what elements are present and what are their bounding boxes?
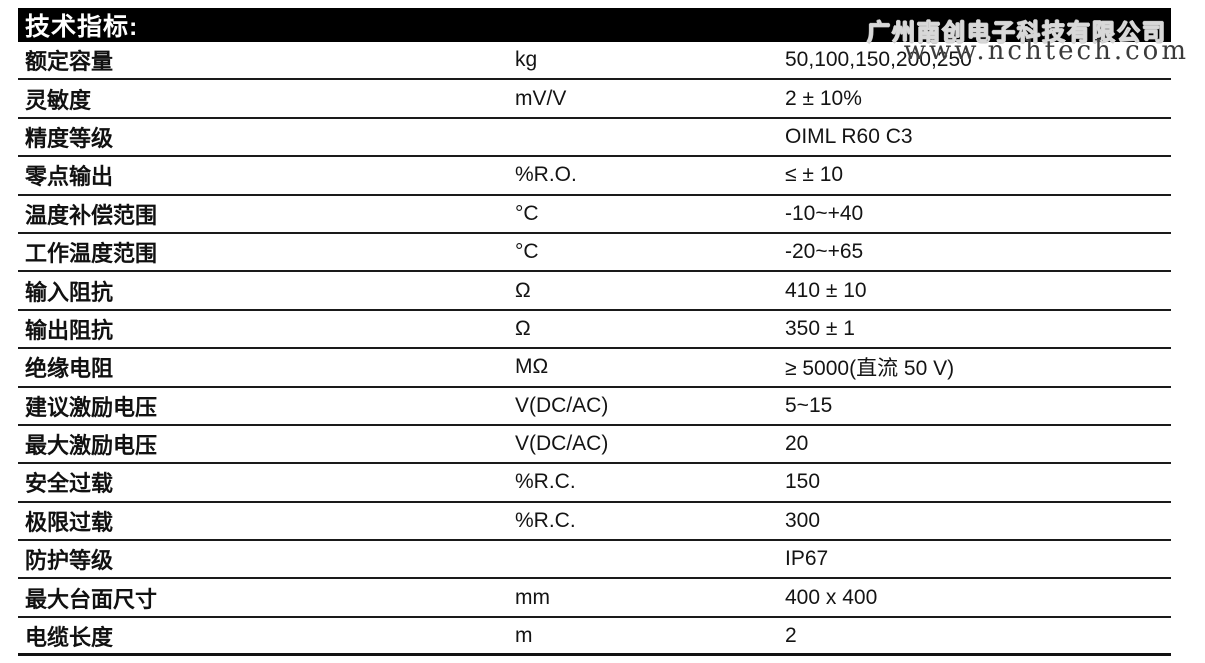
param-name-cell: 精度等级 (25, 125, 114, 151)
table-row: 极限过载 %R.C. 300 (18, 503, 1171, 542)
table-row: 电缆长度 m 2 (18, 618, 1171, 657)
value-cell: 410 ± 10 (785, 278, 867, 302)
table-row: 最大激励电压 V(DC/AC) 20 (18, 426, 1171, 465)
unit-cell: Ω (515, 316, 531, 340)
table-row: 输出阻抗 Ω 350 ± 1 (18, 311, 1171, 350)
table-row: 防护等级 IP67 (18, 541, 1171, 580)
table-row: 绝缘电阻 MΩ ≥ 5000(直流 50 V) (18, 349, 1171, 388)
value-cell: 350 ± 1 (785, 316, 855, 340)
param-name-cell: 绝缘电阻 (25, 356, 114, 382)
value-cell: OIML R60 C3 (785, 124, 913, 148)
table-row: 最大台面尺寸 mm 400 x 400 (18, 579, 1171, 618)
unit-cell: °C (515, 201, 539, 225)
value-cell: -10~+40 (785, 201, 864, 225)
table-row: 零点输出 %R.O. ≤ ± 10 (18, 157, 1171, 196)
value-cell: 2 (785, 623, 797, 647)
spec-table: 额定容量 kg 50,100,150,200,250 灵敏度 mV/V 2 ± … (18, 42, 1171, 657)
unit-cell: %R.O. (515, 163, 577, 187)
value-cell: -20~+65 (785, 240, 864, 264)
param-name-cell: 最大台面尺寸 (25, 586, 158, 612)
table-row: 额定容量 kg 50,100,150,200,250 (18, 42, 1171, 81)
unit-cell: °C (515, 240, 539, 264)
param-name-cell: 极限过载 (25, 509, 114, 535)
table-row: 工作温度范围 °C -20~+65 (18, 234, 1171, 273)
value-cell: 5~15 (785, 393, 833, 417)
value-cell: ≤ ± 10 (785, 163, 844, 187)
unit-cell: V(DC/AC) (515, 432, 609, 456)
param-name-cell: 输出阻抗 (25, 317, 114, 343)
table-row: 精度等级 OIML R60 C3 (18, 119, 1171, 158)
value-cell: 20 (785, 432, 809, 456)
value-cell: IP67 (785, 547, 829, 571)
unit-cell: m (515, 623, 533, 647)
unit-cell: %R.C. (515, 470, 576, 494)
table-row: 灵敏度 mV/V 2 ± 10% (18, 80, 1171, 119)
table-row: 输入阻抗 Ω 410 ± 10 (18, 272, 1171, 311)
param-name-cell: 零点输出 (25, 164, 114, 190)
unit-cell: mV/V (515, 86, 567, 110)
section-header-bar: 技术指标: (18, 8, 1171, 42)
value-cell: 2 ± 10% (785, 86, 862, 110)
table-row: 建议激励电压 V(DC/AC) 5~15 (18, 388, 1171, 426)
param-name-cell: 灵敏度 (25, 87, 92, 113)
unit-cell: V(DC/AC) (515, 393, 609, 417)
param-name-cell: 电缆长度 (25, 624, 114, 650)
param-name-cell: 建议激励电压 (25, 394, 158, 420)
param-name-cell: 额定容量 (25, 49, 114, 75)
unit-cell: %R.C. (515, 508, 576, 532)
website-watermark: www.nchtech.com (903, 36, 1189, 66)
table-row: 安全过载 %R.C. 150 (18, 464, 1171, 503)
unit-cell: MΩ (515, 355, 549, 379)
param-name-cell: 输入阻抗 (25, 279, 114, 305)
unit-cell: Ω (515, 278, 531, 302)
param-name-cell: 安全过载 (25, 471, 114, 497)
value-cell: 50,100,150,200,250 (785, 48, 972, 72)
param-name-cell: 最大激励电压 (25, 433, 158, 459)
param-name-cell: 工作温度范围 (25, 241, 158, 267)
company-watermark: 广州南创电子科技有限公司 (867, 19, 1167, 46)
param-name-cell: 温度补偿范围 (25, 202, 158, 228)
section-title: 技术指标: (25, 13, 139, 41)
unit-cell: kg (515, 48, 538, 72)
value-cell: 300 (785, 508, 821, 532)
value-cell: ≥ 5000(直流 50 V) (785, 357, 955, 381)
table-row: 温度补偿范围 °C -10~+40 (18, 196, 1171, 234)
value-cell: 400 x 400 (785, 585, 878, 609)
param-name-cell: 防护等级 (25, 548, 114, 574)
unit-cell: mm (515, 585, 550, 609)
value-cell: 150 (785, 470, 821, 494)
